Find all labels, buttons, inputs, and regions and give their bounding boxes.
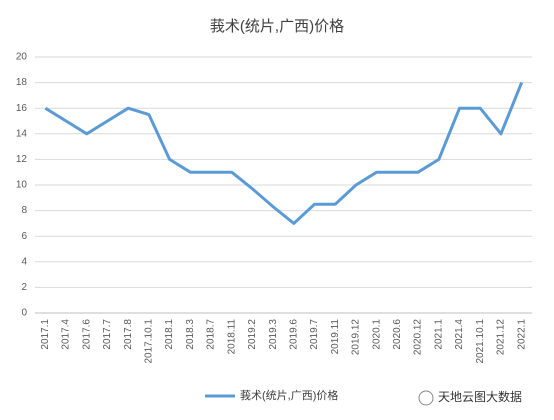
x-tick-label: 2022.1: [516, 319, 527, 350]
chart-title: 莪术(统片,广西)价格: [210, 18, 344, 35]
x-tick-label: 2019.12: [351, 319, 362, 356]
x-tick-label: 2020.1: [371, 319, 382, 350]
x-tick-label: 2017.7: [102, 319, 113, 350]
x-tick-label: 2017.6: [81, 319, 92, 350]
x-tick-label: 2021.12: [496, 319, 507, 356]
x-tick-label: 2019.2: [247, 319, 258, 350]
y-tick-label: 6: [21, 231, 27, 242]
x-tick-label: 2017.8: [123, 319, 134, 350]
y-tick-label: 20: [16, 52, 28, 63]
grid: [35, 56, 532, 314]
x-tick-label: 2019.11: [330, 319, 341, 355]
legend-label: 莪术(统片,广西)价格: [240, 388, 338, 402]
data-line: [44, 82, 524, 225]
x-tick-label: 2021.1: [433, 319, 444, 350]
y-tick-label: 2: [21, 282, 27, 293]
x-tick-label: 2017.1: [40, 319, 51, 350]
watermark: 天地云图大数据: [438, 389, 522, 404]
x-tick-label: 2021.4: [454, 319, 465, 350]
y-tick-label: 8: [21, 205, 27, 216]
x-tick-label: 2018.1: [164, 319, 175, 350]
x-tick-label: 2020.12: [413, 319, 424, 356]
watermark-icon: [418, 390, 434, 406]
x-tick-label: 2020.6: [392, 319, 403, 350]
y-tick-label: 10: [16, 180, 28, 191]
y-tick-label: 0: [21, 308, 27, 319]
x-tick-label: 2017.4: [61, 319, 72, 350]
x-tick-label: 2017.10.1: [144, 319, 155, 364]
y-tick-label: 4: [21, 256, 27, 267]
x-tick-label: 2018.7: [206, 319, 217, 350]
y-tick-label: 18: [16, 77, 28, 88]
x-tick-label: 2019.7: [309, 319, 320, 350]
y-tick-label: 12: [16, 154, 28, 165]
y-tick-label: 16: [16, 103, 28, 114]
x-tick-label: 2021.10.1: [475, 319, 486, 364]
x-tick-label: 2018.11: [226, 319, 237, 355]
x-tick-label: 2019.3: [268, 319, 279, 350]
plot: [44, 82, 524, 225]
x-tick-label: 2018.3: [185, 319, 196, 350]
y-tick-label: 14: [16, 128, 28, 139]
x-tick-label: 2019.6: [288, 319, 299, 350]
